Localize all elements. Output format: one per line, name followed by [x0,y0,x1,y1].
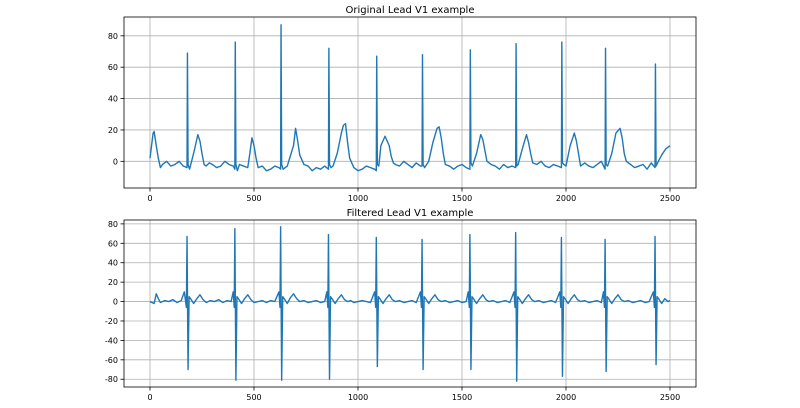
chart-panel-2: Filtered Lead V1 example 0 500 1000 1500 2000… [105,208,697,402]
x-tick-label: 2000 [556,194,576,203]
x-tick-label: 1000 [348,194,368,203]
y-tick-label: -60 [105,356,118,365]
x-tick-label: 0 [147,194,152,203]
y-tick-label: 80 [108,220,118,229]
x-tick-label: 1500 [452,393,472,402]
chart-title: Filtered Lead V1 example [347,208,474,219]
series-line [149,24,671,172]
plot-frame [123,219,697,388]
chart-panel-1: Original Lead V1 example 0 500 1000 1500 2000… [108,5,697,203]
y-tick-label: -40 [105,336,118,345]
x-tick-label: 1500 [452,194,472,203]
x-tick-label: 2000 [556,393,576,402]
x-tick-label: 1000 [348,393,368,402]
y-tick-label: 40 [108,95,118,104]
y-tick-label: 60 [108,63,118,72]
y-tick-label: -20 [105,317,118,326]
x-tick-label: 500 [246,194,261,203]
x-tick-label: 2500 [660,393,680,402]
y-tick-label: 20 [108,278,118,287]
series-line [149,226,671,382]
x-tick-label: 2500 [660,194,680,203]
x-tick-label: 0 [147,393,152,402]
y-tick-label: 80 [108,32,118,41]
y-tick-label: 60 [108,239,118,248]
y-tick-label: -80 [105,375,118,384]
y-tick-label: 40 [108,259,118,268]
plot-frame [123,16,697,189]
y-tick-label: 0 [113,298,118,307]
x-tick-label: 500 [246,393,261,402]
y-tick-label: 0 [113,157,118,166]
y-tick-label: 20 [108,126,118,135]
chart-title: Original Lead V1 example [346,5,475,16]
